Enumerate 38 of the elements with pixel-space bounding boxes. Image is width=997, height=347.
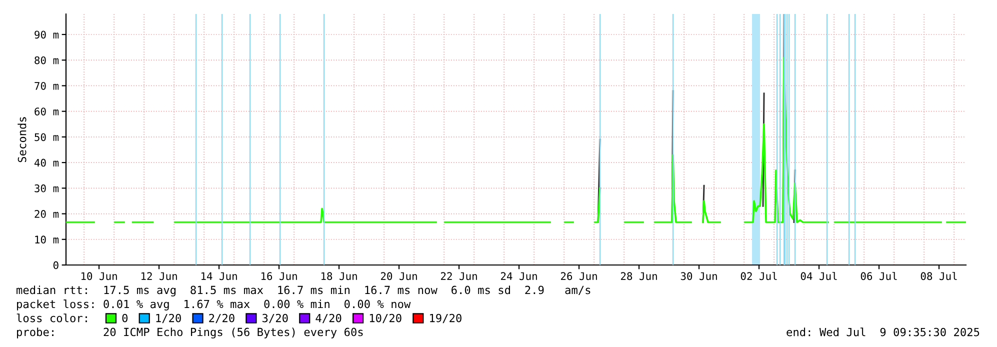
x-tick-label: 22 Jun	[440, 272, 477, 280]
y-tick-label: 90 m	[34, 30, 59, 39]
text: packet loss: 0.01 % avg 1.67 % max 0.00 % min 0.00 % now	[17, 300, 411, 310]
x-tick-label: 30 Jun	[680, 272, 717, 280]
y-tick-label: 30 m	[34, 184, 59, 192]
y-tick-label: 0	[53, 261, 58, 270]
y-tick-label: 80 m	[34, 56, 59, 64]
y-axis-title: Seconds	[18, 117, 26, 162]
x-tick-label: 28 Jun	[620, 272, 657, 280]
y-tick-label: 20 m	[34, 210, 59, 218]
y-tick-label: 50 m	[34, 133, 59, 142]
x-tick-label: 26 Jun	[560, 272, 597, 280]
legend-label: 1/20	[156, 314, 181, 324]
x-tick-label: 12 Jun	[141, 272, 177, 280]
x-tick-label: 06 Jul	[860, 272, 897, 280]
text: end: Wed Jul 9 09:35:30 2025	[786, 328, 980, 336]
legend-label: 2/20	[209, 314, 234, 324]
y-tick-label: 10 m	[35, 236, 59, 244]
legend-title: loss color:	[16, 314, 87, 322]
x-tick-label: 24 Jun	[500, 272, 537, 280]
legend-label: 4/20	[316, 314, 342, 324]
legend-label: 19/20	[430, 314, 462, 324]
y-tick-label: 70 m	[34, 82, 59, 90]
x-tick-label: 14 Jun	[201, 272, 237, 280]
x-tick-label: 20 Jun	[380, 272, 417, 280]
y-tick-label: 40 m	[34, 158, 59, 167]
legend-label: 10/20	[370, 314, 402, 324]
text: probe: 20 ICMP Echo Pings (56 Bytes) every 60s	[17, 328, 363, 338]
y-tick-label: 60 m	[34, 108, 59, 116]
x-tick-label: 04 Jul	[800, 272, 837, 280]
legend-label: 0	[122, 314, 128, 322]
x-tick-label: 08 Jul	[920, 272, 957, 280]
text: median rtt: 17.5 ms avg 81.5 ms max 16.7 ms min 16.7 ms now 6.0 ms sd 2.9 am/s	[16, 286, 590, 296]
x-tick-label: 10 Jun	[81, 272, 117, 280]
x-tick-label: 18 Jun	[321, 272, 357, 280]
x-tick-label: 16 Jun	[261, 272, 297, 280]
legend-label: 3/20	[262, 314, 288, 324]
x-tick-label: 02 Jul	[740, 272, 777, 280]
